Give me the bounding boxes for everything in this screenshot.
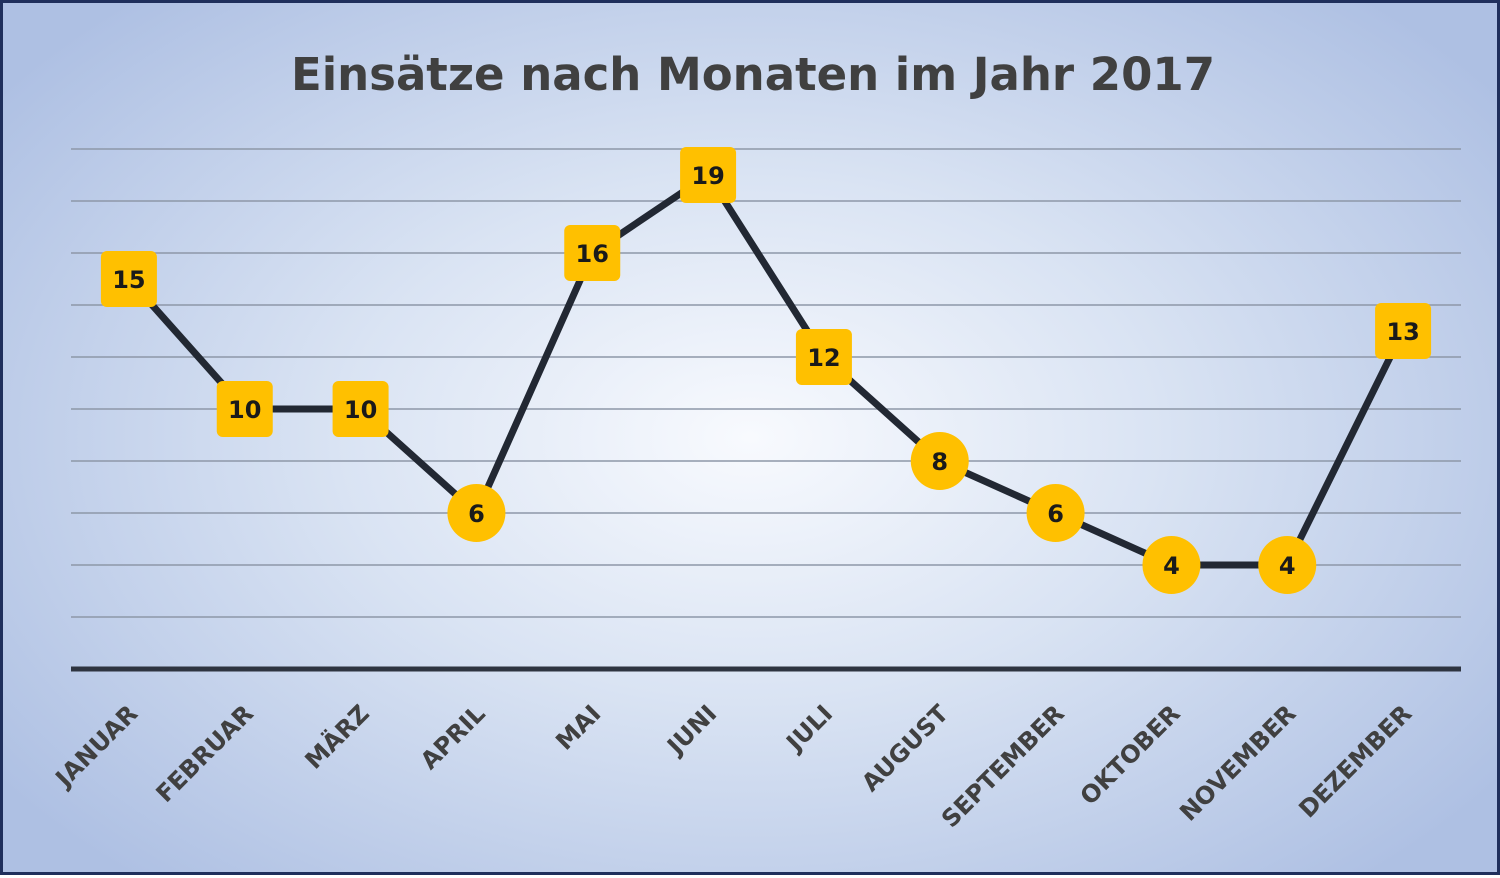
x-tick-labels: JANUAR FEBRUAR MÄRZ APRIL MAI JUNI JULI AUGUSTS… bbox=[49, 699, 1417, 833]
data-label: 10 bbox=[228, 396, 261, 424]
marker-square bbox=[332, 381, 389, 437]
x-tick-label-6: JUNI bbox=[660, 699, 722, 761]
data-label: 12 bbox=[807, 344, 840, 372]
data-label: 19 bbox=[691, 162, 724, 190]
marker-circle bbox=[447, 484, 506, 542]
x-tick-label-4: APRIL bbox=[415, 699, 491, 775]
chart-title: Einsätze nach Monaten im Jahr 2017 bbox=[291, 48, 1215, 101]
data-label: 4 bbox=[1279, 552, 1296, 580]
data-label: 6 bbox=[468, 500, 485, 528]
marker-square bbox=[100, 251, 157, 307]
x-tick-label-5: MAI bbox=[550, 699, 606, 755]
x-tick-label-10: OKTOBER bbox=[1075, 699, 1186, 810]
data-label: 13 bbox=[1386, 318, 1419, 346]
data-point-10: 4 bbox=[1142, 536, 1201, 594]
data-point-4: 6 bbox=[447, 484, 506, 542]
marker-square bbox=[216, 381, 273, 437]
marker-square bbox=[1375, 303, 1432, 359]
data-label: 16 bbox=[576, 240, 609, 268]
data-label: 4 bbox=[1163, 552, 1180, 580]
data-point-3: 10 bbox=[332, 381, 389, 437]
data-point-5: 16 bbox=[564, 225, 621, 281]
series-line bbox=[126, 171, 1407, 569]
data-point-11: 4 bbox=[1258, 536, 1317, 594]
marker-circle bbox=[1142, 536, 1201, 594]
data-point-12: 13 bbox=[1375, 303, 1432, 359]
x-tick-label-12: DEZEMBER bbox=[1293, 699, 1417, 823]
data-label: 8 bbox=[931, 448, 948, 476]
data-point-1: 15 bbox=[100, 251, 157, 307]
data-point-8: 8 bbox=[910, 432, 969, 490]
data-point-9: 6 bbox=[1026, 484, 1085, 542]
data-label: 15 bbox=[112, 266, 145, 294]
marker-square bbox=[564, 225, 621, 281]
x-tick-label-8: AUGUST bbox=[856, 699, 954, 797]
x-tick-label-1: JANUAR bbox=[49, 699, 143, 793]
data-point-2: 10 bbox=[216, 381, 273, 437]
x-tick-label-2: FEBRUAR bbox=[151, 699, 259, 807]
marker-circle bbox=[910, 432, 969, 490]
x-tick-label-7: JULI bbox=[780, 699, 838, 757]
data-markers: 15 10 10 6 16 19 12 8 6 4 4 13 bbox=[100, 147, 1432, 594]
gridlines bbox=[71, 148, 1461, 618]
marker-circle bbox=[1258, 536, 1317, 594]
marker-square bbox=[795, 329, 852, 385]
data-label: 10 bbox=[344, 396, 377, 424]
data-point-6: 19 bbox=[680, 147, 737, 203]
x-tick-label-11: NOVEMBER bbox=[1174, 699, 1301, 826]
marker-circle bbox=[1026, 484, 1085, 542]
x-tick-label-9: SEPTEMBER bbox=[936, 699, 1070, 833]
marker-square bbox=[680, 147, 737, 203]
data-label: 6 bbox=[1047, 500, 1064, 528]
data-point-7: 12 bbox=[795, 329, 852, 385]
x-tick-label-3: MÄRZ bbox=[299, 699, 375, 775]
